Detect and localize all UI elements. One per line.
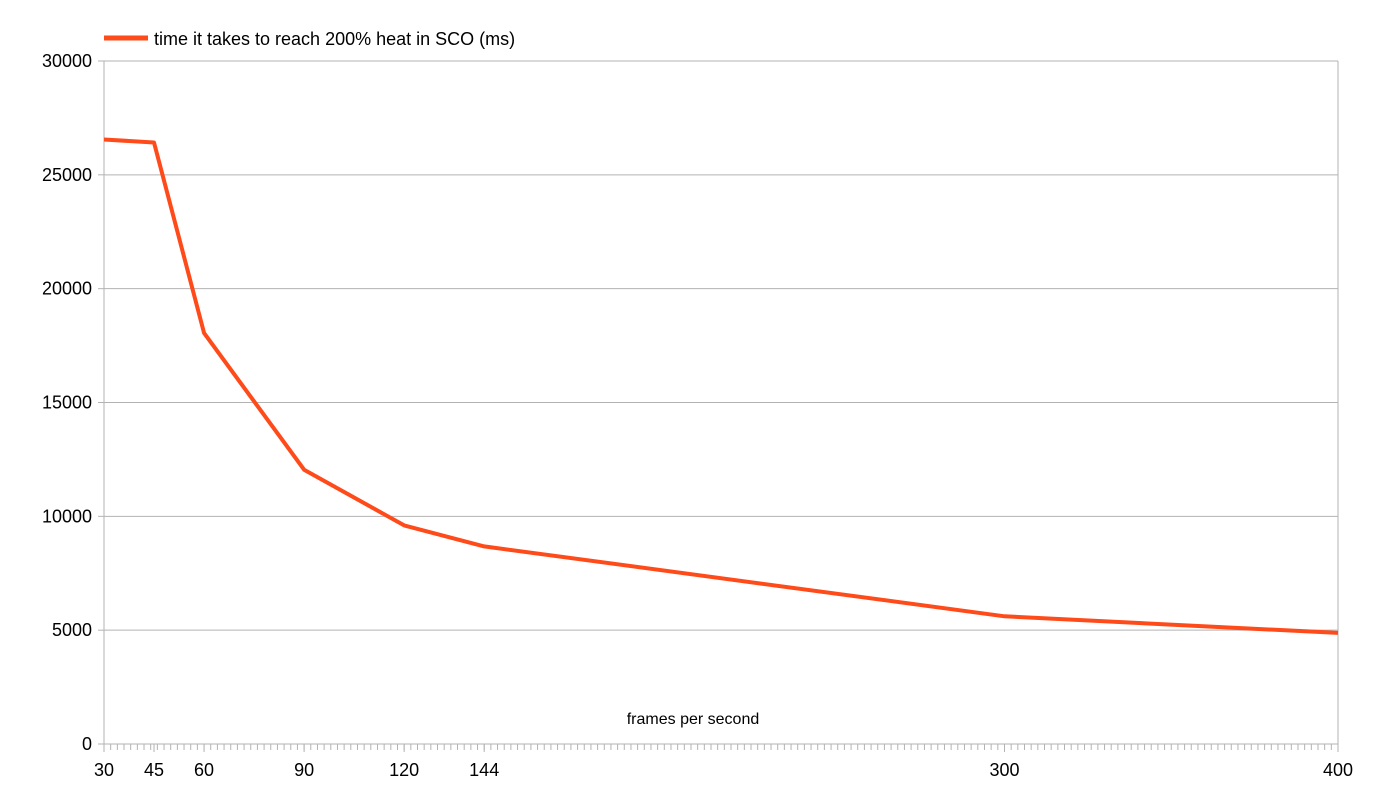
axes xyxy=(98,60,1339,752)
x-minor-ticks xyxy=(103,744,1339,750)
y-tick-labels: 0 5000 10000 15000 20000 25000 30000 xyxy=(42,51,92,754)
x-tick-labels: 30 45 60 90 120 144 300 400 xyxy=(94,760,1353,780)
x-tick-label: 120 xyxy=(389,760,419,780)
x-tick-label: 144 xyxy=(469,760,499,780)
y-tick-label: 20000 xyxy=(42,279,92,299)
x-tick-label: 400 xyxy=(1323,760,1353,780)
x-tick-label: 60 xyxy=(194,760,214,780)
grid-lines xyxy=(104,60,1338,631)
y-tick-label: 0 xyxy=(82,734,92,754)
x-tick-label: 45 xyxy=(144,760,164,780)
y-tick-label: 10000 xyxy=(42,506,92,526)
y-tick-label: 15000 xyxy=(42,393,92,413)
legend: time it takes to reach 200% heat in SCO … xyxy=(104,29,515,49)
x-tick-label: 30 xyxy=(94,760,114,780)
x-axis-title: frames per second xyxy=(627,711,760,728)
y-tick-label: 25000 xyxy=(42,165,92,185)
y-tick-label: 5000 xyxy=(52,620,92,640)
x-tick-label: 300 xyxy=(989,760,1019,780)
series-layer xyxy=(103,137,1339,635)
x-tick-label: 90 xyxy=(294,760,314,780)
series-line xyxy=(103,137,1339,635)
y-tick-label: 30000 xyxy=(42,51,92,71)
legend-label: time it takes to reach 200% heat in SCO … xyxy=(154,29,515,49)
